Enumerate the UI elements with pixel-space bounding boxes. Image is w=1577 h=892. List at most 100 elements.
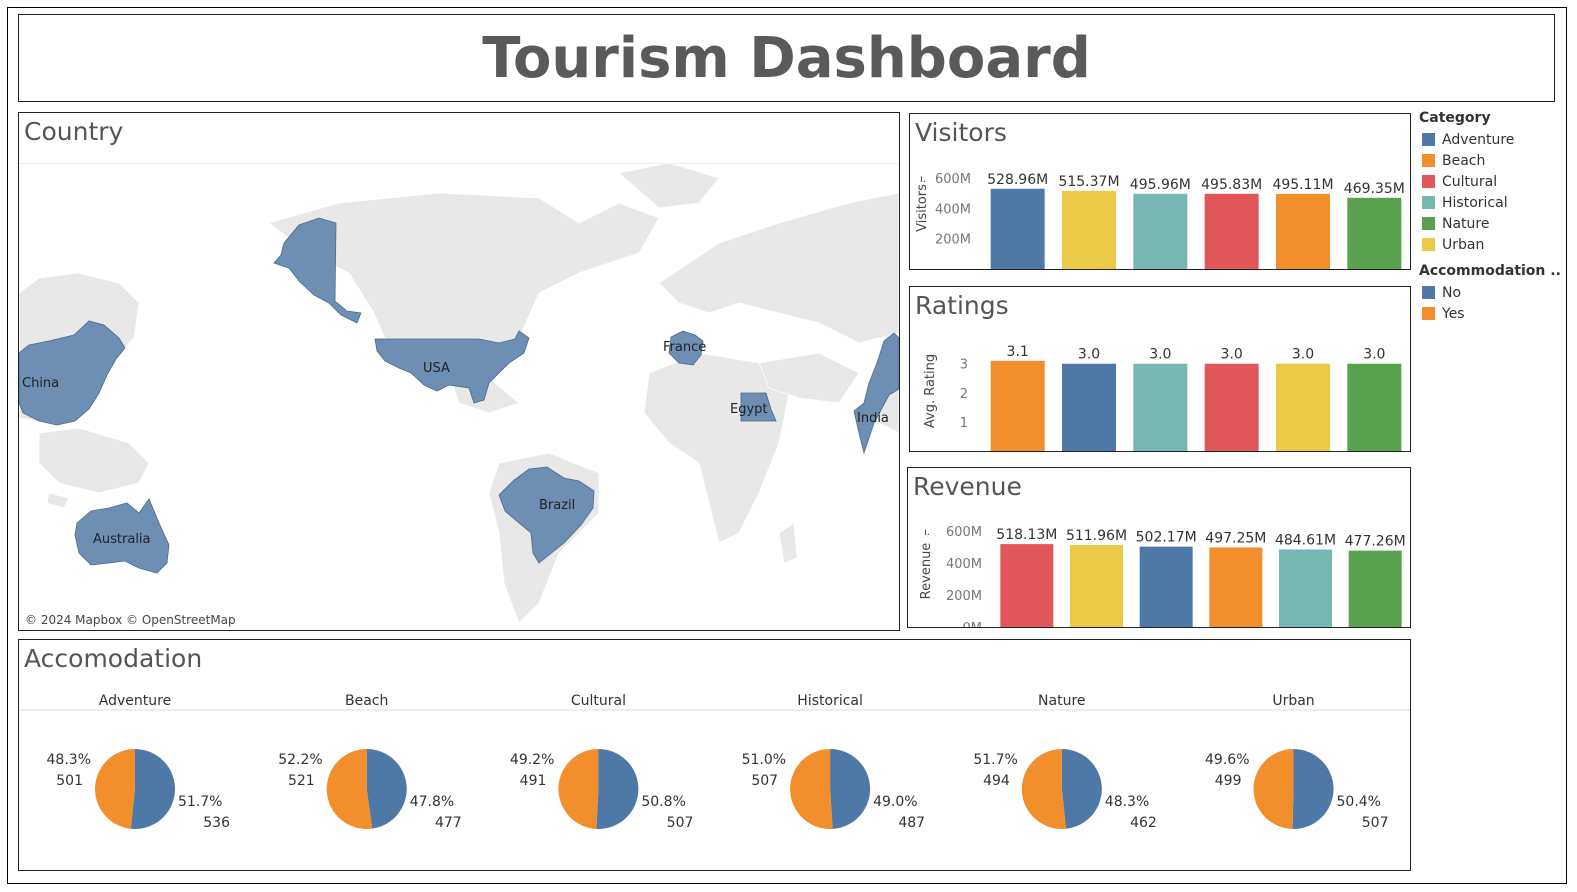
- pie-no-pct: 50.4%: [1337, 794, 1381, 810]
- pie-yes-count: 499: [1215, 773, 1242, 789]
- pie-slice-yes[interactable]: [790, 749, 833, 829]
- bar-cultural[interactable]: [1204, 193, 1259, 269]
- pie-header-urban: Urban: [1272, 693, 1314, 709]
- pie-yes-count: 507: [751, 773, 778, 789]
- pie-yes-pct: 52.2%: [278, 752, 322, 768]
- map-label-china: China: [22, 376, 59, 391]
- legend-item-nature[interactable]: Nature: [1418, 213, 1568, 234]
- bar-value-label: 484.61M: [1275, 532, 1336, 548]
- bar-value-label: 495.96M: [1130, 177, 1191, 193]
- bar-nature[interactable]: [1347, 197, 1402, 269]
- bar-beach[interactable]: [990, 360, 1045, 451]
- world-map[interactable]: China USA France Egypt India Brazil Aust…: [19, 163, 899, 630]
- bar-nature[interactable]: [1348, 550, 1402, 627]
- pie-yes-count: 521: [288, 773, 315, 789]
- pie-no-pct: 50.8%: [641, 794, 685, 810]
- country-india[interactable]: [853, 332, 899, 455]
- legend-item-yes[interactable]: Yes: [1418, 303, 1568, 324]
- legend-item-adventure[interactable]: Adventure: [1418, 129, 1568, 150]
- pie-header-historical: Historical: [797, 693, 863, 709]
- bar-value-label: 515.37M: [1058, 174, 1119, 190]
- pie-slice-yes[interactable]: [1253, 749, 1294, 829]
- country-france[interactable]: [668, 330, 704, 366]
- title-banner: Tourism Dashboard: [18, 14, 1555, 102]
- bar-value-label: 3.0: [1292, 347, 1314, 363]
- pie-slice-yes[interactable]: [1021, 749, 1066, 829]
- legend: Category Adventure Beach Cultural Historica…: [1418, 110, 1568, 324]
- pie-yes-count: 501: [56, 773, 83, 789]
- legend-label: No: [1442, 284, 1462, 301]
- bar-value-label: 502.17M: [1136, 530, 1197, 546]
- map-attribution: © 2024 Mapbox © OpenStreetMap: [25, 613, 236, 627]
- bar-value-label: 518.13M: [996, 527, 1057, 543]
- pie-slice-yes[interactable]: [94, 749, 135, 829]
- pie-header-beach: Beach: [345, 693, 388, 709]
- bar-adventure[interactable]: [990, 188, 1045, 269]
- bar-historical[interactable]: [1133, 363, 1188, 451]
- y-axis-label: Visitors: [915, 184, 930, 232]
- accomodation-pies[interactable]: Adventure 48.3% 501 51.7% 536 Beach 52.2% 521 47…: [19, 640, 1410, 870]
- map-label-france: France: [663, 340, 706, 355]
- legend-swatch: [1422, 307, 1435, 320]
- pie-slice-no[interactable]: [1292, 749, 1334, 829]
- pie-no-count: 536: [203, 815, 230, 831]
- legend-item-no[interactable]: No: [1418, 282, 1568, 303]
- bar-cultural[interactable]: [1000, 544, 1054, 627]
- legend-item-urban[interactable]: Urban: [1418, 234, 1568, 255]
- legend-item-beach[interactable]: Beach: [1418, 150, 1568, 171]
- pie-no-count: 462: [1130, 815, 1157, 831]
- pie-slice-no[interactable]: [130, 749, 175, 829]
- country-alaska[interactable]: [273, 217, 362, 324]
- pie-slice-yes[interactable]: [326, 749, 373, 829]
- country-egypt[interactable]: [740, 392, 777, 422]
- map-label-egypt: Egypt: [730, 402, 768, 417]
- legend-item-cultural[interactable]: Cultural: [1418, 171, 1568, 192]
- legend-swatch: [1422, 175, 1435, 188]
- country-brazil[interactable]: [498, 466, 595, 564]
- accomodation-panel: Accomodation Adventure 48.3% 501 51.7% 536 Be…: [18, 639, 1411, 871]
- bar-value-label: 3.0: [1363, 347, 1385, 363]
- country-china[interactable]: [19, 320, 126, 426]
- pie-slice-no[interactable]: [366, 749, 407, 829]
- pie-no-count: 487: [898, 815, 925, 831]
- map-title: Country: [24, 117, 124, 146]
- bar-beach[interactable]: [1209, 547, 1263, 627]
- y-tick-label: 400M: [935, 202, 971, 217]
- bar-urban[interactable]: [1070, 545, 1123, 627]
- ratings-chart[interactable]: 1 2 3 Avg. Rating 3.1 3.0 3.0 3.0 3.0 3.0: [910, 287, 1410, 451]
- map-panel[interactable]: Country: [18, 112, 900, 631]
- pie-slice-yes[interactable]: [558, 749, 599, 829]
- bar-beach[interactable]: [1276, 193, 1330, 269]
- bar-urban[interactable]: [1062, 190, 1116, 269]
- bar-cultural[interactable]: [1204, 363, 1259, 451]
- axis-sort-icon[interactable]: ı.: [924, 527, 930, 538]
- pie-slice-no[interactable]: [1061, 749, 1102, 829]
- pie-slice-no[interactable]: [596, 749, 639, 829]
- bar-value-label: 469.35M: [1344, 181, 1405, 197]
- axis-sort-icon[interactable]: ı.: [920, 174, 926, 185]
- bar-historical[interactable]: [1279, 549, 1332, 627]
- country-usa[interactable]: [374, 330, 530, 404]
- legend-label: Urban: [1442, 236, 1485, 253]
- legend-category-title: Category: [1419, 110, 1491, 126]
- bar-adventure[interactable]: [1062, 363, 1116, 451]
- bar-value-label: 3.0: [1221, 347, 1243, 363]
- bar-urban[interactable]: [1276, 363, 1330, 451]
- map-label-india: India: [857, 411, 889, 426]
- country-australia[interactable]: [74, 498, 170, 574]
- pie-yes-count: 494: [983, 773, 1010, 789]
- y-tick-label: 2: [960, 387, 968, 402]
- legend-swatch: [1422, 196, 1435, 209]
- legend-accommodation-title: Accommodation ..: [1419, 263, 1561, 279]
- y-tick-label: 600M: [935, 172, 971, 187]
- revenue-chart[interactable]: 0M 200M 400M 600M Revenue ı. 518.13M 511.96M 502…: [908, 468, 1410, 627]
- bar-historical[interactable]: [1133, 193, 1188, 269]
- bar-value-label: 495.11M: [1272, 177, 1333, 193]
- pie-slice-no[interactable]: [830, 749, 871, 829]
- bar-nature[interactable]: [1347, 363, 1402, 451]
- legend-label: Nature: [1442, 215, 1490, 232]
- bar-adventure[interactable]: [1139, 546, 1193, 627]
- legend-item-historical[interactable]: Historical: [1418, 192, 1568, 213]
- legend-swatch: [1422, 238, 1435, 251]
